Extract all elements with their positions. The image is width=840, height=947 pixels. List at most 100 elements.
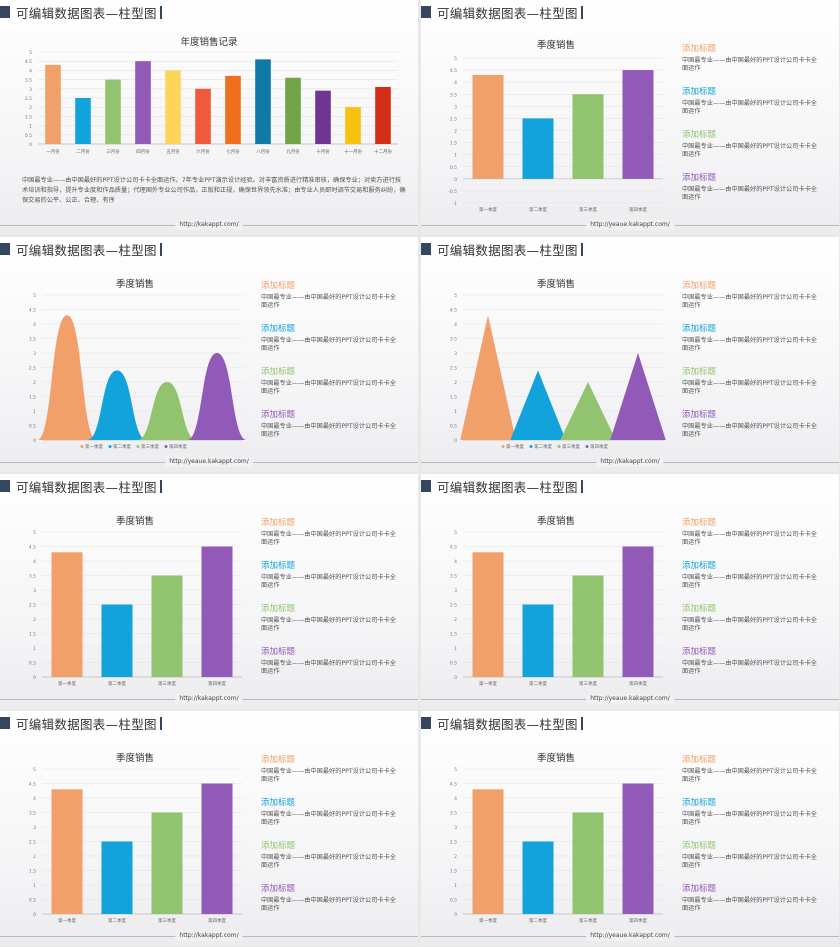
x-tick-label: 十月份 <box>316 148 330 155</box>
footer-url[interactable]: http://yeaue.kakappt.com/ <box>586 931 674 941</box>
bar <box>165 70 181 144</box>
legend-item[interactable]: 添加标题 中国最专业——由中国最好的PPT设计公司卡卡全面运作 <box>682 755 832 798</box>
chart: 季度销售 0 0.5 1 1.5 2 2.5 3 3.5 4 4.5 5 第一季度 第二季度 第三季度 第四季… <box>29 515 242 687</box>
legend-item-title: 添加标题 <box>261 410 296 420</box>
slide-7[interactable]: 可编辑数据图表—柱型图 季度销售 0 0.5 1 1.5 2 2.5 3 3.5 4 4.5 5 第一季度… <box>0 711 418 946</box>
y-tick-label: 3.5 <box>29 337 36 343</box>
y-tick-label: 3 <box>33 351 36 357</box>
legend-item-body: 中国最专业——由中国最好的PPT设计公司卡卡全面运作 <box>682 186 817 202</box>
slide-2[interactable]: 可编辑数据图表—柱型图 季度销售 -1 -0.5 0 0.5 1 1.5 2 2.5 3 3.5 4 4.… <box>421 0 839 235</box>
legend-marker <box>164 445 168 448</box>
y-tick-label: 5 <box>33 293 36 299</box>
legend-item-body: 中国最专业——由中国最好的PPT设计公司卡卡全面运作 <box>682 660 817 676</box>
legend-item[interactable]: 添加标题 中国最专业——由中国最好的PPT设计公司卡卡全面运作 <box>261 410 411 453</box>
footer-url[interactable]: http://kakappt.com/ <box>175 694 243 704</box>
legend-item[interactable]: 添加标题 中国最专业——由中国最好的PPT设计公司卡卡全面运作 <box>261 367 411 410</box>
slide-title: 可编辑数据图表—柱型图 <box>16 716 157 732</box>
legend-item[interactable]: 添加标题 中国最专业——由中国最好的PPT设计公司卡卡全面运作 <box>261 324 411 367</box>
y-tick-label: 2.5 <box>450 366 457 372</box>
bar <box>622 546 654 677</box>
y-tick-label: 2 <box>33 617 36 623</box>
bar <box>101 604 133 677</box>
header-divider-icon <box>159 479 162 493</box>
legend-item[interactable]: 添加标题 中国最专业——由中国最好的PPT设计公司卡卡全面运作 <box>261 798 411 841</box>
slide-footer: http://yeaue.kakappt.com/ <box>421 220 839 230</box>
legend-item[interactable]: 添加标题 中国最专业——由中国最好的PPT设计公司卡卡全面运作 <box>261 518 411 561</box>
legend-item[interactable]: 添加标题 中国最专业——由中国最好的PPT设计公司卡卡全面运作 <box>682 798 832 841</box>
y-tick-label: 0.5 <box>25 133 32 139</box>
legend-item[interactable]: 添加标题 中国最专业——由中国最好的PPT设计公司卡卡全面运作 <box>682 884 832 927</box>
footer-url[interactable]: http://yeaue.kakappt.com/ <box>586 694 674 704</box>
slide-5[interactable]: 可编辑数据图表—柱型图 季度销售 0 0.5 1 1.5 2 2.5 3 3.5 4 4.5 5 第一季度… <box>0 474 418 709</box>
slide-8[interactable]: 可编辑数据图表—柱型图 季度销售 0 0.5 1 1.5 2 2.5 3 3.5 4 4.5 5 第一季度… <box>421 711 839 946</box>
footer-url[interactable]: http://yeaue.kakappt.com/ <box>165 457 253 467</box>
legend-item[interactable]: 添加标题 中国最专业——由中国最好的PPT设计公司卡卡全面运作 <box>682 173 832 216</box>
x-tick-label: 九月份 <box>286 148 300 155</box>
footer-url[interactable]: http://kakappt.com/ <box>175 931 243 941</box>
y-tick-label: 2 <box>33 380 36 386</box>
legend-marker <box>585 445 589 448</box>
header-divider-icon <box>159 5 162 19</box>
slide-4[interactable]: 可编辑数据图表—柱型图 季度销售 0 0.5 1 1.5 2 2.5 3 3.5 4 4.5 5 第一季度… <box>421 237 839 472</box>
slide-3[interactable]: 可编辑数据图表—柱型图 季度销售 0 0.5 1 1.5 2 2.5 3 3.5 4 4.5 5 第一季度… <box>0 237 418 472</box>
legend-item-title: 添加标题 <box>682 561 717 571</box>
legend-item[interactable]: 添加标题 中国最专业——由中国最好的PPT设计公司卡卡全面运作 <box>261 884 411 927</box>
y-tick-label: 4.5 <box>450 782 457 788</box>
y-tick-label: 0 <box>33 912 36 918</box>
footer-url[interactable]: http://kakappt.com/ <box>175 220 243 230</box>
y-tick-label: 3.5 <box>29 574 36 580</box>
legend-item-body: 中国最专业——由中国最好的PPT设计公司卡卡全面运作 <box>682 574 817 590</box>
legend-item[interactable]: 添加标题 中国最专业——由中国最好的PPT设计公司卡卡全面运作 <box>682 410 832 453</box>
legend-item-body: 中国最专业——由中国最好的PPT设计公司卡卡全面运作 <box>261 574 396 590</box>
legend-item[interactable]: 添加标题 中国最专业——由中国最好的PPT设计公司卡卡全面运作 <box>682 44 832 87</box>
legend-item[interactable]: 添加标题 中国最专业——由中国最好的PPT设计公司卡卡全面运作 <box>682 518 832 561</box>
legend-item[interactable]: 添加标题 中国最专业——由中国最好的PPT设计公司卡卡全面运作 <box>261 841 411 884</box>
legend-item[interactable]: 添加标题 中国最专业——由中国最好的PPT设计公司卡卡全面运作 <box>682 841 832 884</box>
bar <box>622 783 654 914</box>
legend-item-title: 添加标题 <box>682 324 717 334</box>
legend-item[interactable]: 添加标题 中国最专业——由中国最好的PPT设计公司卡卡全面运作 <box>261 647 411 690</box>
footer-url[interactable]: http://kakappt.com/ <box>596 457 664 467</box>
y-tick-label: 4 <box>454 322 457 328</box>
legend-marker <box>557 445 561 448</box>
legend-marker <box>108 445 112 448</box>
bar <box>255 59 271 144</box>
legend-item[interactable]: 添加标题 中国最专业——由中国最好的PPT设计公司卡卡全面运作 <box>261 755 411 798</box>
legend-item[interactable]: 添加标题 中国最专业——由中国最好的PPT设计公司卡卡全面运作 <box>261 561 411 604</box>
legend-item[interactable]: 添加标题 中国最专业——由中国最好的PPT设计公司卡卡全面运作 <box>261 604 411 647</box>
legend-item-title: 添加标题 <box>261 367 296 377</box>
legend-item[interactable]: 添加标题 中国最专业——由中国最好的PPT设计公司卡卡全面运作 <box>682 324 832 367</box>
legend-item-title: 添加标题 <box>261 604 296 614</box>
legend-item-title: 添加标题 <box>261 841 296 851</box>
legend-item[interactable]: 添加标题 中国最专业——由中国最好的PPT设计公司卡卡全面运作 <box>261 281 411 324</box>
y-tick-label: 4 <box>454 796 457 802</box>
y-tick-label: 1 <box>454 646 457 652</box>
legend-item[interactable]: 添加标题 中国最专业——由中国最好的PPT设计公司卡卡全面运作 <box>682 87 832 130</box>
y-tick-label: 2 <box>454 854 457 860</box>
legend-item[interactable]: 添加标题 中国最专业——由中国最好的PPT设计公司卡卡全面运作 <box>682 130 832 173</box>
slide-6[interactable]: 可编辑数据图表—柱型图 季度销售 0 0.5 1 1.5 2 2.5 3 3.5 4 4.5 5 第一季度… <box>421 474 839 709</box>
y-tick-label: 3.5 <box>450 337 457 343</box>
legend-item[interactable]: 添加标题中国最专业——由中国最好的PPT设计公司卡卡全面运作 <box>682 561 832 604</box>
legend-item[interactable]: 添加标题 中国最专业——由中国最好的PPT设计公司卡卡全面运作 <box>682 604 832 647</box>
y-tick-label: 4.5 <box>25 59 32 65</box>
slide-1[interactable]: 可编辑数据图表—柱型图 年度销售记录 0 0.5 1 1.5 2 2.5 3 3.5 4 4.5 5 一月… <box>0 0 418 235</box>
y-tick-label: 5 <box>29 50 32 56</box>
y-tick-label: 2 <box>454 129 457 135</box>
legend-item[interactable]: 添加标题 中国最专业——由中国最好的PPT设计公司卡卡全面运作 <box>682 367 832 410</box>
area-shape <box>137 382 197 440</box>
y-tick-label: 4 <box>33 559 36 565</box>
x-tick-label: 第一季度 <box>479 917 497 924</box>
slide-title: 可编辑数据图表—柱型图 <box>16 5 157 21</box>
legend-panel: 添加标题 中国最专业——由中国最好的PPT设计公司卡卡全面运作 添加标题 中国最专业—… <box>261 281 411 453</box>
slide-title: 可编辑数据图表—柱型图 <box>437 479 578 495</box>
legend-item[interactable]: 添加标题 中国最专业——由中国最好的PPT设计公司卡卡全面运作 <box>682 281 832 324</box>
legend-item[interactable]: 添加标题 中国最专业——由中国最好的PPT设计公司卡卡全面运作 <box>682 647 832 690</box>
y-tick-label: 0.5 <box>29 424 36 430</box>
legend-marker <box>529 445 533 448</box>
y-tick-label: 1.5 <box>450 395 457 401</box>
footer-url[interactable]: http://yeaue.kakappt.com/ <box>586 220 674 230</box>
bar <box>285 77 301 144</box>
legend-item-body: 中国最专业——由中国最好的PPT设计公司卡卡全面运作 <box>261 294 396 310</box>
y-tick-label: 1 <box>454 409 457 415</box>
